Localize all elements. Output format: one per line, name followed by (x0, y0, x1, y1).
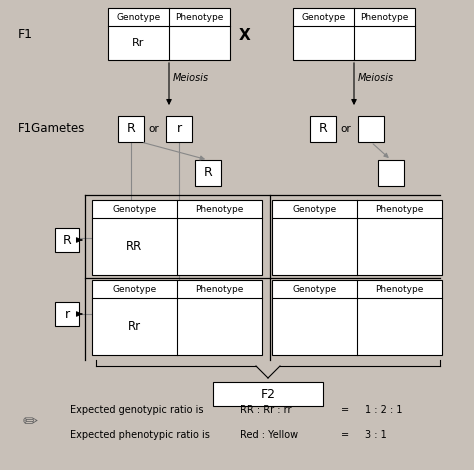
Bar (55, 302, 79, 326)
Bar (272, 280, 442, 355)
Bar (378, 160, 404, 186)
Text: RR : Rr : rr: RR : Rr : rr (240, 405, 292, 415)
Text: Phenotype: Phenotype (195, 204, 244, 213)
Text: ✏: ✏ (22, 413, 37, 431)
Text: RR: RR (127, 240, 143, 253)
Text: 1 : 2 : 1: 1 : 2 : 1 (365, 405, 402, 415)
Text: Phenotype: Phenotype (375, 204, 424, 213)
Text: r: r (176, 123, 182, 135)
Bar (92, 200, 262, 275)
Bar (358, 116, 384, 142)
Text: 3 : 1: 3 : 1 (365, 430, 387, 440)
Text: F1Gametes: F1Gametes (18, 122, 85, 134)
Text: or: or (341, 124, 351, 134)
Text: Genotype: Genotype (292, 284, 337, 293)
Bar (55, 228, 79, 252)
Text: F2: F2 (261, 387, 275, 400)
Text: R: R (63, 234, 72, 246)
Bar (108, 8, 230, 60)
Text: =: = (341, 430, 349, 440)
Text: Genotype: Genotype (292, 204, 337, 213)
Text: R: R (319, 123, 328, 135)
Text: Expected genotypic ratio is: Expected genotypic ratio is (70, 405, 203, 415)
Text: or: or (149, 124, 159, 134)
Text: Rr: Rr (132, 38, 145, 48)
Bar (213, 382, 323, 406)
Bar (118, 116, 144, 142)
Text: Genotype: Genotype (117, 13, 161, 22)
Text: Rr: Rr (128, 320, 141, 333)
Text: Phenotype: Phenotype (195, 284, 244, 293)
Text: R: R (127, 123, 136, 135)
Text: r: r (64, 307, 70, 321)
Text: Phenotype: Phenotype (175, 13, 224, 22)
Text: Phenotype: Phenotype (375, 284, 424, 293)
Bar (92, 280, 262, 355)
Text: Meiosis: Meiosis (173, 73, 209, 83)
Bar (272, 200, 442, 275)
Text: F1: F1 (18, 29, 33, 41)
Text: Expected phenotypic ratio is: Expected phenotypic ratio is (70, 430, 210, 440)
Text: Genotype: Genotype (112, 284, 156, 293)
Text: Genotype: Genotype (301, 13, 346, 22)
Text: R: R (204, 166, 212, 180)
Text: Phenotype: Phenotype (360, 13, 409, 22)
Text: X: X (239, 28, 251, 42)
Bar (293, 8, 415, 60)
Bar (195, 160, 221, 186)
Text: Genotype: Genotype (112, 204, 156, 213)
Text: Meiosis: Meiosis (358, 73, 394, 83)
Text: Red : Yellow: Red : Yellow (240, 430, 298, 440)
Bar (166, 116, 192, 142)
Text: =: = (341, 405, 349, 415)
Bar (310, 116, 336, 142)
